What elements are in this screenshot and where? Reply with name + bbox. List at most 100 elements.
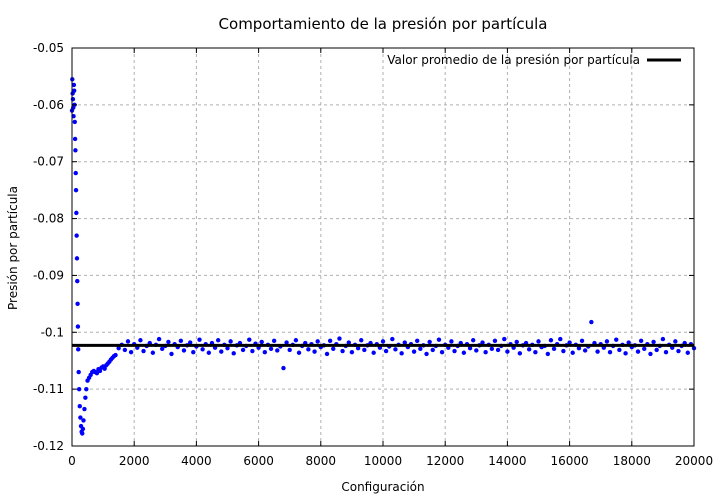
data-point xyxy=(306,347,311,352)
x-tick-label: 0 xyxy=(68,454,76,468)
data-point xyxy=(424,351,429,357)
data-point xyxy=(430,347,435,353)
data-point xyxy=(642,346,647,351)
data-point xyxy=(75,301,80,307)
data-point xyxy=(312,349,317,354)
data-point xyxy=(355,346,361,351)
data-point xyxy=(514,339,519,345)
data-point xyxy=(287,347,292,353)
data-point xyxy=(166,339,171,345)
data-point xyxy=(156,336,162,342)
data-point xyxy=(635,349,641,354)
data-point xyxy=(75,324,81,329)
x-tick-label: 2000 xyxy=(119,454,150,468)
data-point xyxy=(517,351,523,356)
data-point xyxy=(281,365,286,371)
data-point xyxy=(169,351,174,357)
data-point xyxy=(77,404,82,409)
y-tick-label: -0.06 xyxy=(33,98,64,112)
data-point xyxy=(654,347,659,353)
data-point xyxy=(589,319,594,325)
data-point xyxy=(271,338,277,344)
data-point xyxy=(116,346,121,351)
data-point xyxy=(181,348,187,353)
x-tick-label: 18000 xyxy=(613,454,651,468)
data-point xyxy=(492,338,498,344)
data-point xyxy=(415,338,420,344)
data-point xyxy=(449,339,454,344)
data-point xyxy=(623,351,628,356)
data-point xyxy=(489,346,495,351)
data-point xyxy=(315,339,320,344)
data-point xyxy=(197,337,202,342)
data-point xyxy=(324,351,330,357)
data-point xyxy=(327,338,333,344)
data-point xyxy=(138,338,143,343)
data-point xyxy=(275,348,280,353)
y-tick-label: -0.12 xyxy=(33,439,64,453)
data-point xyxy=(467,346,473,351)
data-point xyxy=(614,337,619,342)
data-point xyxy=(380,339,386,344)
data-point xyxy=(427,339,432,345)
data-point xyxy=(128,349,134,355)
data-point xyxy=(262,349,268,355)
data-point xyxy=(225,346,230,351)
data-point xyxy=(393,347,398,352)
data-point xyxy=(461,350,467,355)
data-point xyxy=(215,338,221,343)
data-point xyxy=(576,346,582,351)
data-point xyxy=(626,340,631,345)
data-point xyxy=(536,339,541,344)
data-point xyxy=(73,170,78,176)
data-point xyxy=(250,348,255,354)
x-tick-label: 12000 xyxy=(426,454,464,468)
data-point xyxy=(141,348,146,354)
data-point xyxy=(383,348,389,354)
data-point xyxy=(349,349,355,355)
data-point xyxy=(579,338,585,344)
data-point xyxy=(505,349,510,354)
data-point xyxy=(651,339,656,345)
data-point xyxy=(346,340,351,345)
data-point xyxy=(284,340,289,345)
data-point xyxy=(470,338,476,343)
data-point xyxy=(617,347,622,353)
y-tick-label: -0.07 xyxy=(33,155,64,169)
data-point xyxy=(293,338,299,343)
data-point xyxy=(418,346,423,351)
data-point xyxy=(74,233,79,238)
data-point xyxy=(84,386,89,392)
data-point xyxy=(228,339,233,344)
data-point xyxy=(676,348,681,354)
data-point xyxy=(191,349,196,355)
data-point xyxy=(76,347,81,352)
data-point xyxy=(178,338,184,344)
data-point xyxy=(551,346,557,351)
data-point xyxy=(604,339,610,344)
data-point xyxy=(502,336,507,342)
data-point xyxy=(495,347,501,353)
x-tick-label: 10000 xyxy=(364,454,402,468)
data-point xyxy=(340,348,345,354)
data-point xyxy=(331,346,336,351)
data-point xyxy=(73,187,79,193)
data-point xyxy=(648,351,653,357)
data-point xyxy=(638,338,644,344)
data-point xyxy=(483,349,488,355)
data-point xyxy=(71,88,77,93)
data-point xyxy=(259,339,264,345)
data-point xyxy=(71,82,77,88)
data-point xyxy=(526,347,532,352)
data-point xyxy=(337,336,342,341)
data-point xyxy=(595,349,600,354)
data-point xyxy=(411,349,417,354)
data-point xyxy=(206,350,212,355)
data-point xyxy=(570,350,575,355)
data-point xyxy=(113,352,118,358)
data-point xyxy=(70,96,76,102)
data-point xyxy=(685,350,690,355)
data-point xyxy=(240,347,246,353)
